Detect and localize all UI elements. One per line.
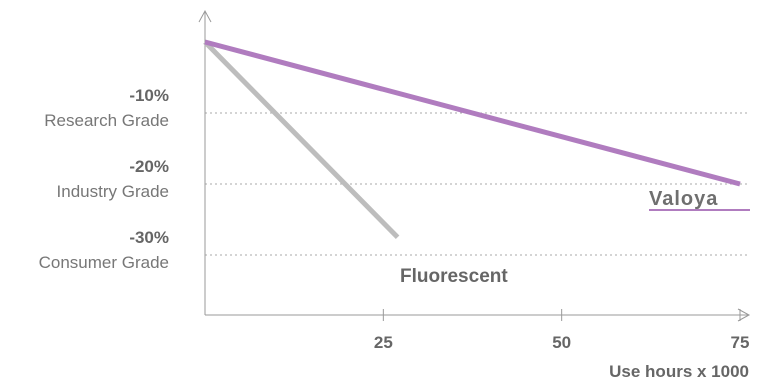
series-line-valoya [204,39,741,187]
y-tick-label: -30% [129,228,169,247]
series-lines [203,39,741,240]
x-axis-title: Use hours x 1000 [609,362,749,381]
grid-lines [205,112,750,256]
x-tick-label: 25 [373,333,393,352]
series-label-valoya: Valoya [649,188,719,210]
x-tick-label: 75 [730,333,750,352]
series-line-fluorescent [203,40,400,240]
valoya-underline [649,209,750,211]
series-label-fluorescent: Fluorescent [400,266,508,287]
y-axis-arrow [198,9,212,23]
y-tick-label: -20% [129,157,169,176]
y-grade-label: Consumer Grade [38,253,169,272]
x-tick-label: 50 [552,333,572,352]
axes [198,9,751,322]
x-tick-marks [382,309,741,321]
y-grade-label: Industry Grade [56,182,169,201]
x-axis-arrow [737,308,751,322]
y-tick-label: -10% [129,86,169,105]
y-grade-label: Research Grade [44,111,169,130]
